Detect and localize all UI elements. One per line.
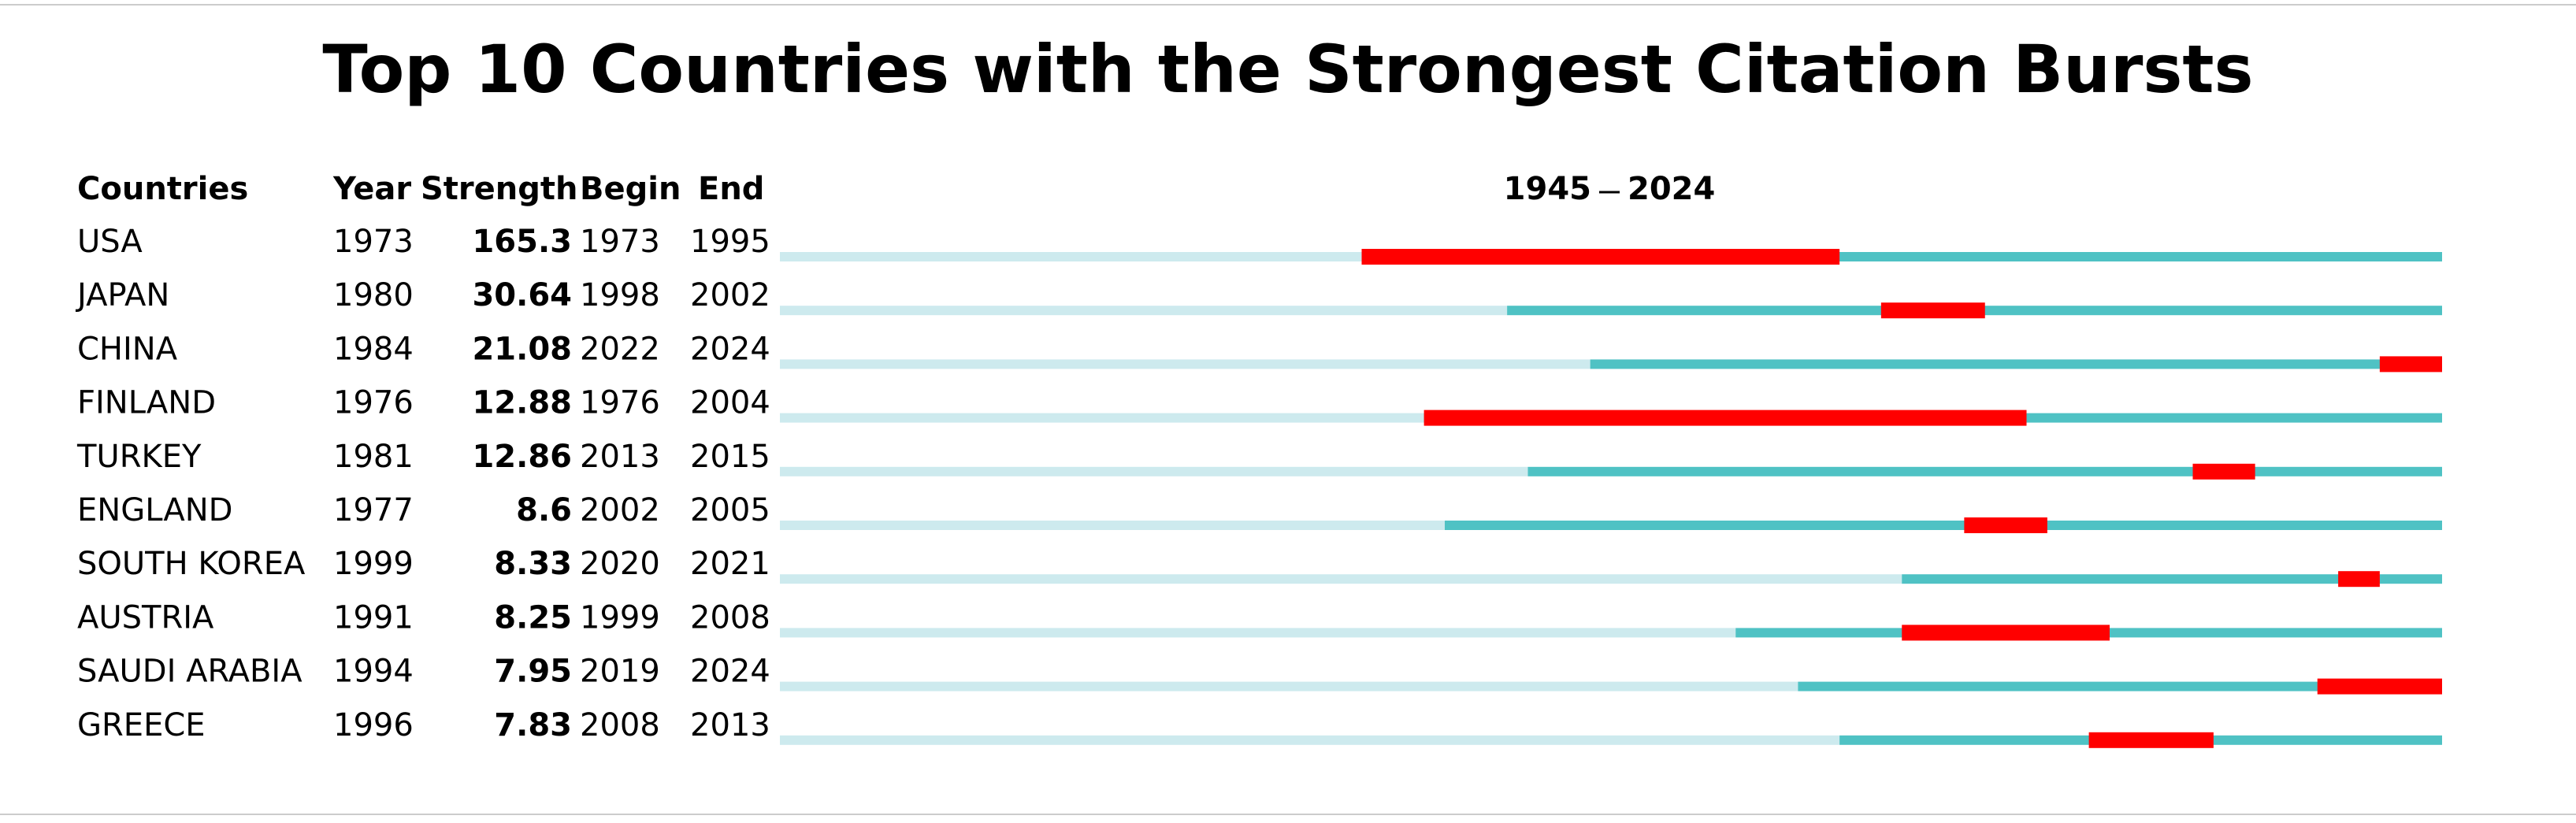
active-period <box>1527 466 2442 476</box>
burst <box>1880 302 1985 319</box>
country-label: CHINA <box>77 331 178 367</box>
year-label: 1980 <box>333 277 414 313</box>
pre-period <box>780 574 1902 584</box>
year-label: 1994 <box>333 654 414 690</box>
end-label: 2015 <box>690 439 770 475</box>
country-label: TURKEY <box>76 439 202 475</box>
pre-period <box>780 735 1840 745</box>
column-header: Countries <box>77 171 248 207</box>
pre-period <box>780 252 1362 261</box>
year-label: 1996 <box>333 707 414 743</box>
burst <box>1361 249 1840 265</box>
begin-label: 1999 <box>580 599 660 636</box>
pre-period <box>780 306 1508 316</box>
burst <box>2338 571 2380 588</box>
end-label: 2002 <box>690 277 770 313</box>
strength-label: 8.33 <box>494 546 572 582</box>
end-label: 2021 <box>690 546 770 582</box>
begin-label: 1976 <box>580 385 660 421</box>
burst <box>1964 517 2047 533</box>
strength-label: 8.25 <box>494 599 572 636</box>
strength-label: 165.3 <box>472 224 572 260</box>
column-header: Begin <box>580 171 681 207</box>
year-label: 1984 <box>333 331 414 367</box>
begin-label: 2019 <box>580 654 660 690</box>
burst <box>2192 463 2255 480</box>
year-label: 1999 <box>333 546 414 582</box>
range-end: 2024 <box>1628 171 1715 207</box>
strength-label: 7.83 <box>494 707 572 743</box>
country-label: AUSTRIA <box>77 599 214 636</box>
begin-label: 2020 <box>580 546 660 582</box>
column-header: End <box>698 171 764 207</box>
begin-label: 2002 <box>580 492 660 528</box>
burst <box>2088 732 2214 748</box>
strength-label: 12.88 <box>472 385 572 421</box>
year-label: 1977 <box>333 492 414 528</box>
column-header: Year <box>332 171 411 207</box>
burst <box>2317 678 2442 695</box>
pre-period <box>780 413 1424 423</box>
pre-period <box>780 521 1445 530</box>
column-header: Strength <box>421 171 578 207</box>
year-label: 1976 <box>333 385 414 421</box>
country-label: USA <box>77 224 143 260</box>
end-label: 1995 <box>690 224 770 260</box>
pre-period <box>780 466 1528 476</box>
country-label: ENGLAND <box>77 492 232 528</box>
begin-label: 2013 <box>580 439 660 475</box>
active-period <box>1590 359 2442 369</box>
end-label: 2004 <box>690 385 770 421</box>
strength-label: 8.6 <box>516 492 572 528</box>
begin-label: 1998 <box>580 277 660 313</box>
active-period <box>1902 574 2442 584</box>
burst <box>1902 625 2110 641</box>
country-label: FINLAND <box>77 385 216 421</box>
year-label: 1981 <box>333 439 414 475</box>
strength-label: 21.08 <box>472 331 572 367</box>
burst <box>2379 356 2442 373</box>
begin-label: 2022 <box>580 331 660 367</box>
country-label: SAUDI ARABIA <box>77 654 303 690</box>
pre-period <box>780 681 1798 691</box>
strength-label: 12.86 <box>472 439 572 475</box>
range-start: 1945 <box>1504 171 1591 207</box>
year-label: 1991 <box>333 599 414 636</box>
country-label: SOUTH KOREA <box>77 546 306 582</box>
begin-label: 1973 <box>580 224 660 260</box>
begin-label: 2008 <box>580 707 660 743</box>
end-label: 2024 <box>690 331 770 367</box>
strength-label: 30.64 <box>472 277 572 313</box>
country-label: GREECE <box>77 707 206 743</box>
pre-period <box>780 359 1591 369</box>
burst <box>1423 410 2027 426</box>
chart-title: Top 10 Countries with the Strongest Cita… <box>322 31 2253 108</box>
end-label: 2013 <box>690 707 770 743</box>
strength-label: 7.95 <box>494 654 572 690</box>
active-period <box>1798 681 2442 691</box>
country-label: JAPAN <box>75 277 169 313</box>
pre-period <box>780 628 1736 638</box>
end-label: 2005 <box>690 492 770 528</box>
end-label: 2008 <box>690 599 770 636</box>
end-label: 2024 <box>690 654 770 690</box>
active-period <box>1445 521 2442 530</box>
year-label: 1973 <box>333 224 414 260</box>
